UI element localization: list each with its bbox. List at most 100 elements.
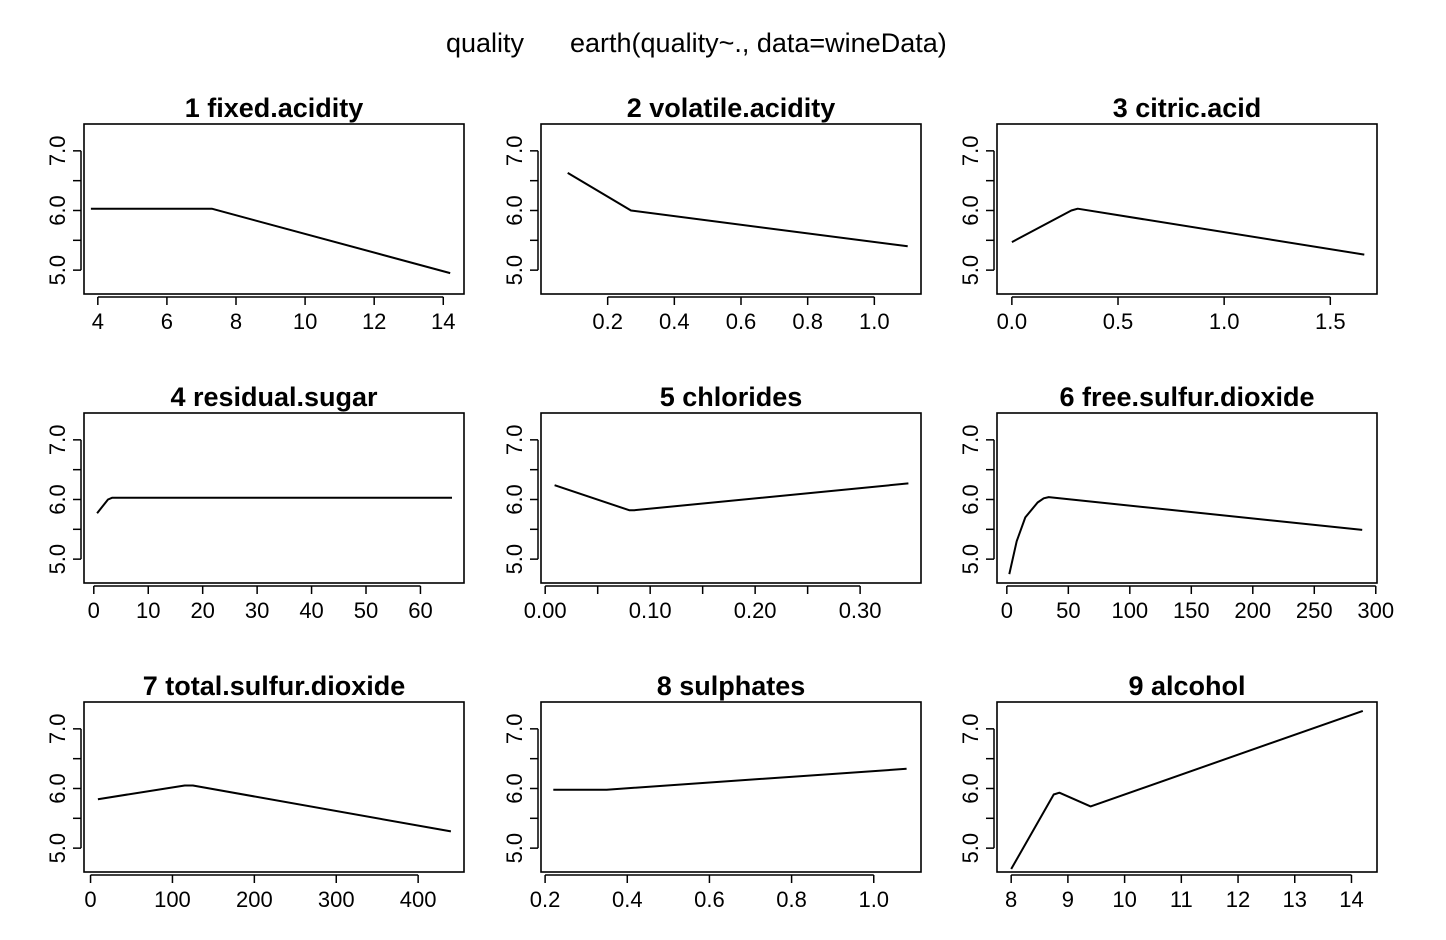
y-tick-label: 5.0 <box>502 544 527 575</box>
x-tick-label: 30 <box>245 598 269 623</box>
effect-line <box>90 207 451 275</box>
x-tick-label: 0.00 <box>524 598 567 623</box>
x-tick-label: 10 <box>293 309 317 334</box>
plot-frame <box>83 412 465 584</box>
y-tick-label: 6.0 <box>958 484 983 515</box>
x-tick-label: 0.4 <box>612 887 643 912</box>
y-tick-label: 7.0 <box>45 136 70 167</box>
x-tick-label: 400 <box>400 887 437 912</box>
plot-frame <box>83 701 465 873</box>
effect-line <box>553 767 907 791</box>
effect-line <box>96 496 452 514</box>
panel-title: 8 sulphates <box>657 671 806 701</box>
panel-title: 5 chlorides <box>660 382 803 412</box>
x-tick-label: 0.6 <box>726 309 757 334</box>
effect-line <box>97 784 452 833</box>
panel-6: 6 free.sulfur.dioxide 0 50 100 150 200 250 300 5… <box>958 382 1394 623</box>
x-tick-label: 200 <box>236 887 273 912</box>
panel-title: 9 alcohol <box>1128 671 1245 701</box>
y-tick-label: 7.0 <box>502 714 527 745</box>
x-tick-label: 0.20 <box>734 598 777 623</box>
y-tick-label: 5.0 <box>958 544 983 575</box>
panel-title: 6 free.sulfur.dioxide <box>1059 382 1314 412</box>
x-tick-label: 100 <box>1111 598 1148 623</box>
x-tick-label: 250 <box>1296 598 1333 623</box>
effect-line <box>1010 709 1364 870</box>
x-tick-label: 9 <box>1062 887 1074 912</box>
x-tick-label: 0.5 <box>1103 309 1134 334</box>
panel-8: 8 sulphates 0.2 0.4 0.6 0.8 1.0 5.0 6.0 7.0 <box>502 671 922 912</box>
panel-title: 7 total.sulfur.dioxide <box>143 671 406 701</box>
plot-frame <box>540 123 922 295</box>
y-tick-label: 7.0 <box>502 136 527 167</box>
y-tick-label: 7.0 <box>958 136 983 167</box>
y-tick-label: 6.0 <box>958 773 983 804</box>
x-tick-label: 12 <box>362 309 386 334</box>
x-tick-label: 300 <box>318 887 355 912</box>
figure-title-model: earth(quality~., data=wineData) <box>570 28 947 58</box>
y-tick-label: 6.0 <box>502 484 527 515</box>
x-tick-label: 0.6 <box>694 887 725 912</box>
panel-2: 2 volatile.acidity 0.2 0.4 0.6 0.8 1.0 5.0 6.0 7… <box>502 93 922 334</box>
x-tick-label: 10 <box>1112 887 1136 912</box>
x-tick-label: 6 <box>161 309 173 334</box>
y-tick-label: 6.0 <box>502 195 527 226</box>
x-tick-label: 0.8 <box>792 309 823 334</box>
plot-frame <box>540 412 922 584</box>
y-tick-label: 5.0 <box>502 833 527 864</box>
y-tick-label: 5.0 <box>958 255 983 286</box>
plot-frame <box>996 123 1378 295</box>
x-tick-label: 20 <box>190 598 214 623</box>
y-tick-label: 7.0 <box>45 425 70 456</box>
panel-3: 3 citric.acid 0.0 0.5 1.0 1.5 5.0 6.0 7.0 <box>958 93 1378 334</box>
panel-5: 5 chlorides 0.00 0.10 0.20 0.30 5.0 6.0 7.0 <box>502 382 922 623</box>
x-tick-label: 0.0 <box>997 309 1028 334</box>
panel-title: 1 fixed.acidity <box>185 93 364 123</box>
y-tick-label: 5.0 <box>45 833 70 864</box>
x-tick-label: 40 <box>299 598 323 623</box>
figure-title: quality earth(quality~., data=wineData) <box>0 28 1446 68</box>
y-tick-label: 6.0 <box>45 195 70 226</box>
y-tick-label: 7.0 <box>45 714 70 745</box>
x-tick-label: 0.30 <box>839 598 882 623</box>
x-tick-label: 14 <box>431 309 455 334</box>
panel-9: 9 alcohol 8 9 10 11 12 13 14 5.0 6.0 7.0 <box>958 671 1378 912</box>
plot-frame <box>996 412 1378 584</box>
y-tick-label: 5.0 <box>958 833 983 864</box>
y-tick-label: 7.0 <box>958 425 983 456</box>
effect-line <box>1008 496 1363 575</box>
x-tick-label: 0 <box>84 887 96 912</box>
x-tick-label: 12 <box>1226 887 1250 912</box>
x-tick-label: 14 <box>1339 887 1363 912</box>
y-tick-label: 6.0 <box>45 484 70 515</box>
x-tick-label: 0 <box>88 598 100 623</box>
x-tick-label: 200 <box>1234 598 1271 623</box>
x-tick-label: 50 <box>354 598 378 623</box>
y-tick-label: 6.0 <box>45 773 70 804</box>
panel-title: 4 residual.sugar <box>170 382 378 412</box>
x-tick-label: 1.0 <box>859 309 890 334</box>
x-tick-label: 0.2 <box>592 309 623 334</box>
plot-frame <box>996 701 1378 873</box>
x-tick-label: 0.8 <box>776 887 807 912</box>
y-tick-label: 7.0 <box>502 425 527 456</box>
panel-title: 3 citric.acid <box>1113 93 1262 123</box>
x-tick-label: 50 <box>1056 598 1080 623</box>
x-tick-label: 1.5 <box>1315 309 1346 334</box>
y-tick-label: 5.0 <box>45 255 70 286</box>
y-tick-label: 6.0 <box>502 773 527 804</box>
x-tick-label: 1.0 <box>858 887 889 912</box>
x-tick-label: 60 <box>408 598 432 623</box>
x-tick-label: 0.2 <box>530 887 561 912</box>
x-tick-label: 8 <box>230 309 242 334</box>
x-tick-label: 100 <box>154 887 191 912</box>
effect-line <box>1011 207 1365 256</box>
panel-4: 4 residual.sugar 0 10 20 30 40 50 60 5.0 6.0 7.0 <box>45 382 465 623</box>
figure-title-response: quality <box>446 28 525 58</box>
x-tick-label: 10 <box>136 598 160 623</box>
x-tick-label: 0.4 <box>659 309 690 334</box>
panel-7: 7 total.sulfur.dioxide 0 100 200 300 400 5.0 6.… <box>45 671 465 912</box>
effect-line <box>554 482 909 512</box>
plot-frame <box>540 701 922 873</box>
x-tick-label: 8 <box>1005 887 1017 912</box>
